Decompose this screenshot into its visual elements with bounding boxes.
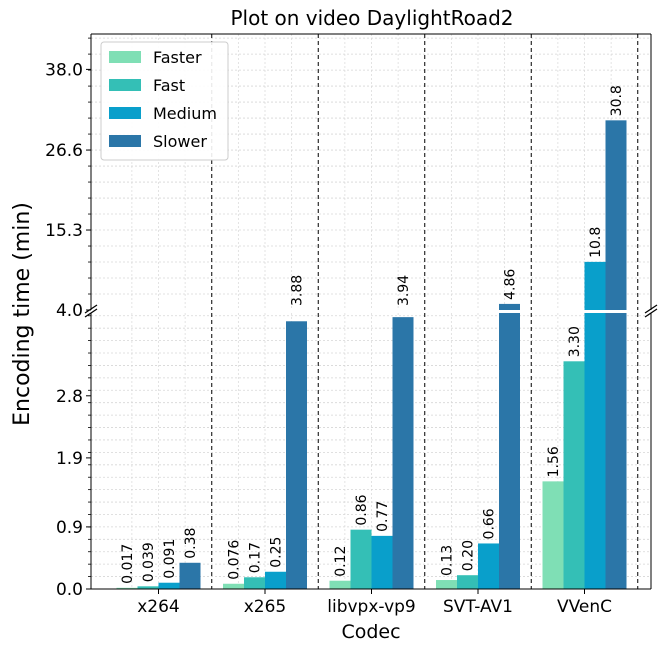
bar-value-label: 1.56: [546, 446, 562, 477]
bar: [499, 313, 520, 589]
bar-value-label: 10.8: [588, 227, 604, 258]
bar-value-label: 0.38: [183, 528, 199, 559]
bar-value-label: 30.8: [609, 85, 625, 116]
bar: [499, 303, 520, 310]
y-tick-label: 26.6: [45, 141, 83, 161]
y-axis-title: Encoding time (min): [10, 202, 35, 426]
legend: Faster Fast Medium Slower: [100, 41, 229, 161]
bar-value-label: 0.17: [248, 542, 264, 573]
bar-value-label: 4.86: [503, 269, 519, 300]
axis-break-mark: [644, 304, 658, 314]
bar: [244, 577, 265, 589]
axis-break-mark: [84, 304, 98, 314]
bar: [265, 571, 286, 589]
legend-swatch: [109, 107, 141, 119]
bar: [329, 580, 351, 589]
bar-value-label: 0.25: [269, 537, 285, 568]
bar-value-label: 0.076: [227, 540, 243, 580]
bar-value-label: 0.13: [440, 545, 456, 576]
y-tick-label: 0.0: [56, 580, 83, 600]
axis-break-mark: [644, 308, 658, 318]
legend-label: Fast: [153, 76, 185, 95]
bar-value-label: 3.30: [567, 326, 583, 357]
bar-value-label: 3.88: [290, 275, 306, 306]
bar-value-label: 0.20: [461, 540, 477, 571]
y-tick-label: 15.3: [45, 221, 83, 241]
bar: [286, 321, 307, 589]
bar: [179, 562, 201, 589]
bar-value-label: 0.039: [141, 542, 157, 582]
y-tick-label: 1.9: [56, 449, 83, 469]
bar: [436, 580, 457, 589]
legend-swatch: [109, 51, 141, 63]
bars: [116, 120, 627, 589]
y-tick-label: 0.9: [56, 518, 83, 538]
bar: [478, 543, 499, 589]
legend-label: Faster: [153, 48, 202, 67]
y-tick-label: 2.8: [56, 387, 83, 407]
bar: [542, 481, 564, 589]
legend-label: Slower: [153, 132, 207, 151]
x-axis-title: Codec: [341, 621, 400, 643]
bar-value-label: 0.77: [375, 501, 391, 532]
bar: [605, 120, 627, 310]
x-tick-label: SVT-AV1: [443, 597, 513, 617]
x-tick-label: VVenC: [557, 597, 612, 617]
bar-value-label: 3.94: [396, 275, 412, 306]
axis-break-mark: [84, 308, 98, 318]
chart-title: Plot on video DaylightRoad2: [230, 6, 513, 30]
x-tick-label: x264: [137, 597, 180, 617]
grid-lines: [91, 34, 651, 590]
bar: [605, 313, 627, 589]
y-tick-label: 38.0: [45, 60, 83, 80]
tick-labels: 0.0 0.9 1.9 2.8 4.0 15.3 26.6 38.0 x264 x265 libvp…: [45, 60, 612, 617]
legend-box: [100, 41, 229, 161]
bar-value-label: 0.86: [354, 494, 370, 525]
bar-value-label: 0.017: [120, 544, 136, 584]
bar: [392, 317, 414, 589]
bar-value-label: 0.091: [162, 539, 178, 579]
bar: [223, 583, 244, 589]
bar-value-label: 0.66: [482, 508, 498, 539]
bar: [563, 361, 585, 589]
x-tick-label: x265: [244, 597, 287, 617]
bar: [584, 261, 606, 310]
legend-swatch: [109, 79, 141, 91]
x-tick-label: libvpx-vp9: [327, 597, 416, 617]
bar: [137, 586, 159, 589]
bar: [371, 535, 393, 589]
axes: [84, 33, 658, 594]
bar: [158, 582, 180, 589]
y-tick-label: 4.0: [56, 301, 83, 321]
legend-swatch: [109, 135, 141, 147]
bar: [457, 575, 478, 589]
bar-value-labels: 0.017 0.076 0.12 0.13 1.56 0.039 0.17 0.86 0.20 3…: [120, 85, 625, 584]
bar: [584, 313, 606, 589]
legend-label: Medium: [153, 104, 217, 123]
bar: [350, 529, 372, 589]
bar-value-label: 0.12: [333, 546, 349, 577]
bar: [116, 587, 138, 589]
